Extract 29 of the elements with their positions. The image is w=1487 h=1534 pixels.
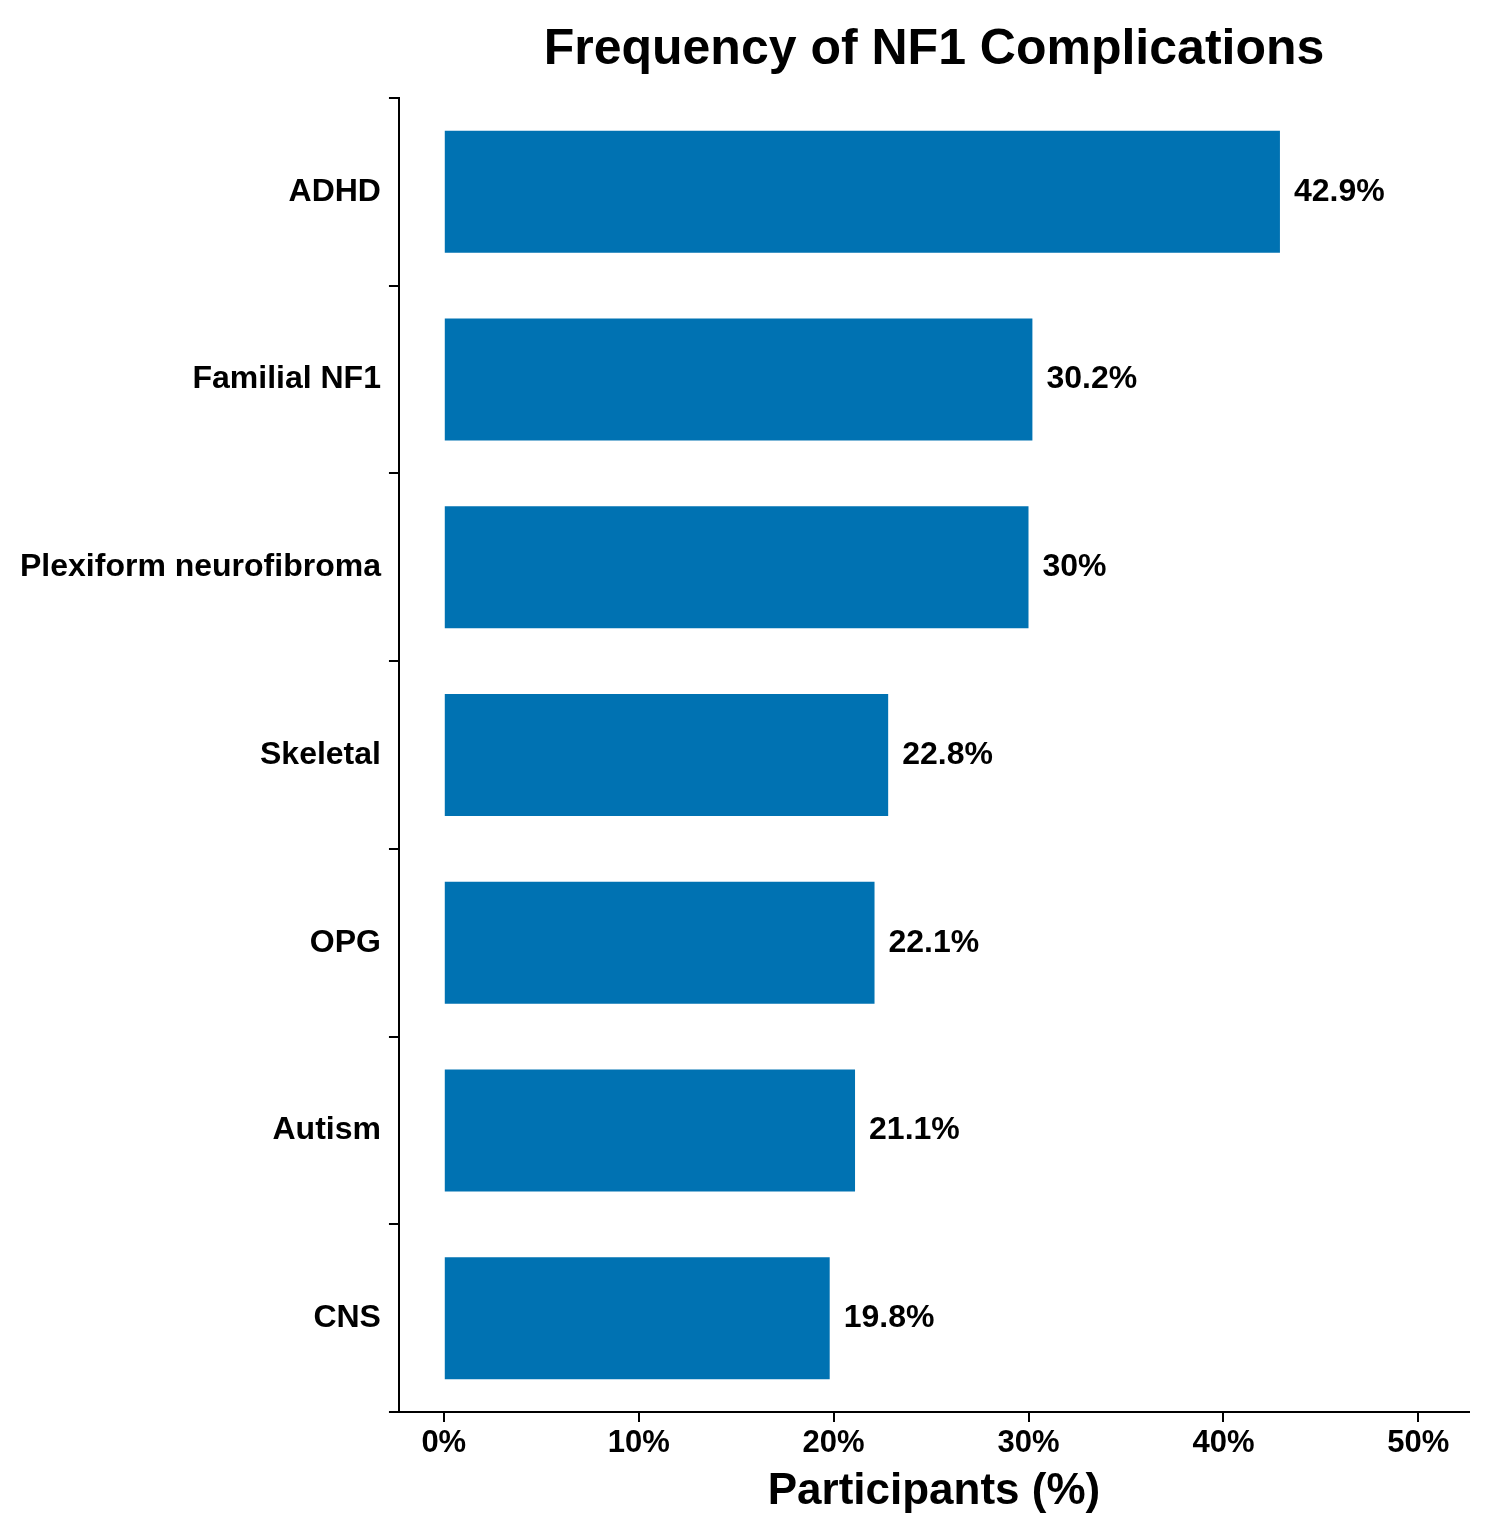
- x-tick-label: 20%: [802, 1424, 865, 1460]
- x-tick-label: 0%: [421, 1424, 467, 1460]
- data-label: 21.1%: [869, 1110, 960, 1147]
- y-tick-label: ADHD: [288, 171, 381, 208]
- bar: [444, 1257, 830, 1380]
- data-label: 30%: [1042, 547, 1107, 584]
- x-tick-label: 30%: [997, 1424, 1060, 1460]
- data-label: 22.8%: [902, 734, 993, 771]
- bar: [444, 130, 1280, 253]
- data-label: 22.1%: [888, 922, 980, 959]
- y-tick-label: Familial NF1: [192, 359, 381, 396]
- data-label: 30.2%: [1046, 359, 1138, 396]
- x-tick-label: 40%: [1192, 1424, 1255, 1460]
- data-label: 19.8%: [843, 1297, 935, 1334]
- bar: [444, 693, 889, 817]
- y-tick-label: Skeletal: [259, 734, 381, 771]
- bar: [444, 318, 1033, 441]
- bar: [444, 881, 875, 1004]
- x-axis-title: Participants (%): [767, 1463, 1101, 1513]
- bar: [444, 506, 1029, 629]
- y-tick-label: Plexiform neurofibroma: [20, 547, 382, 584]
- chart-title: Frequency of NF1 Complications: [543, 18, 1325, 75]
- y-tick-label: OPG: [309, 922, 381, 959]
- x-tick-label: 50%: [1387, 1424, 1450, 1460]
- y-tick-label: CNS: [313, 1297, 381, 1334]
- data-label: 42.9%: [1293, 171, 1385, 208]
- x-tick-label: 10%: [607, 1424, 670, 1460]
- y-tick-label: Autism: [272, 1110, 381, 1147]
- bar: [444, 1069, 856, 1192]
